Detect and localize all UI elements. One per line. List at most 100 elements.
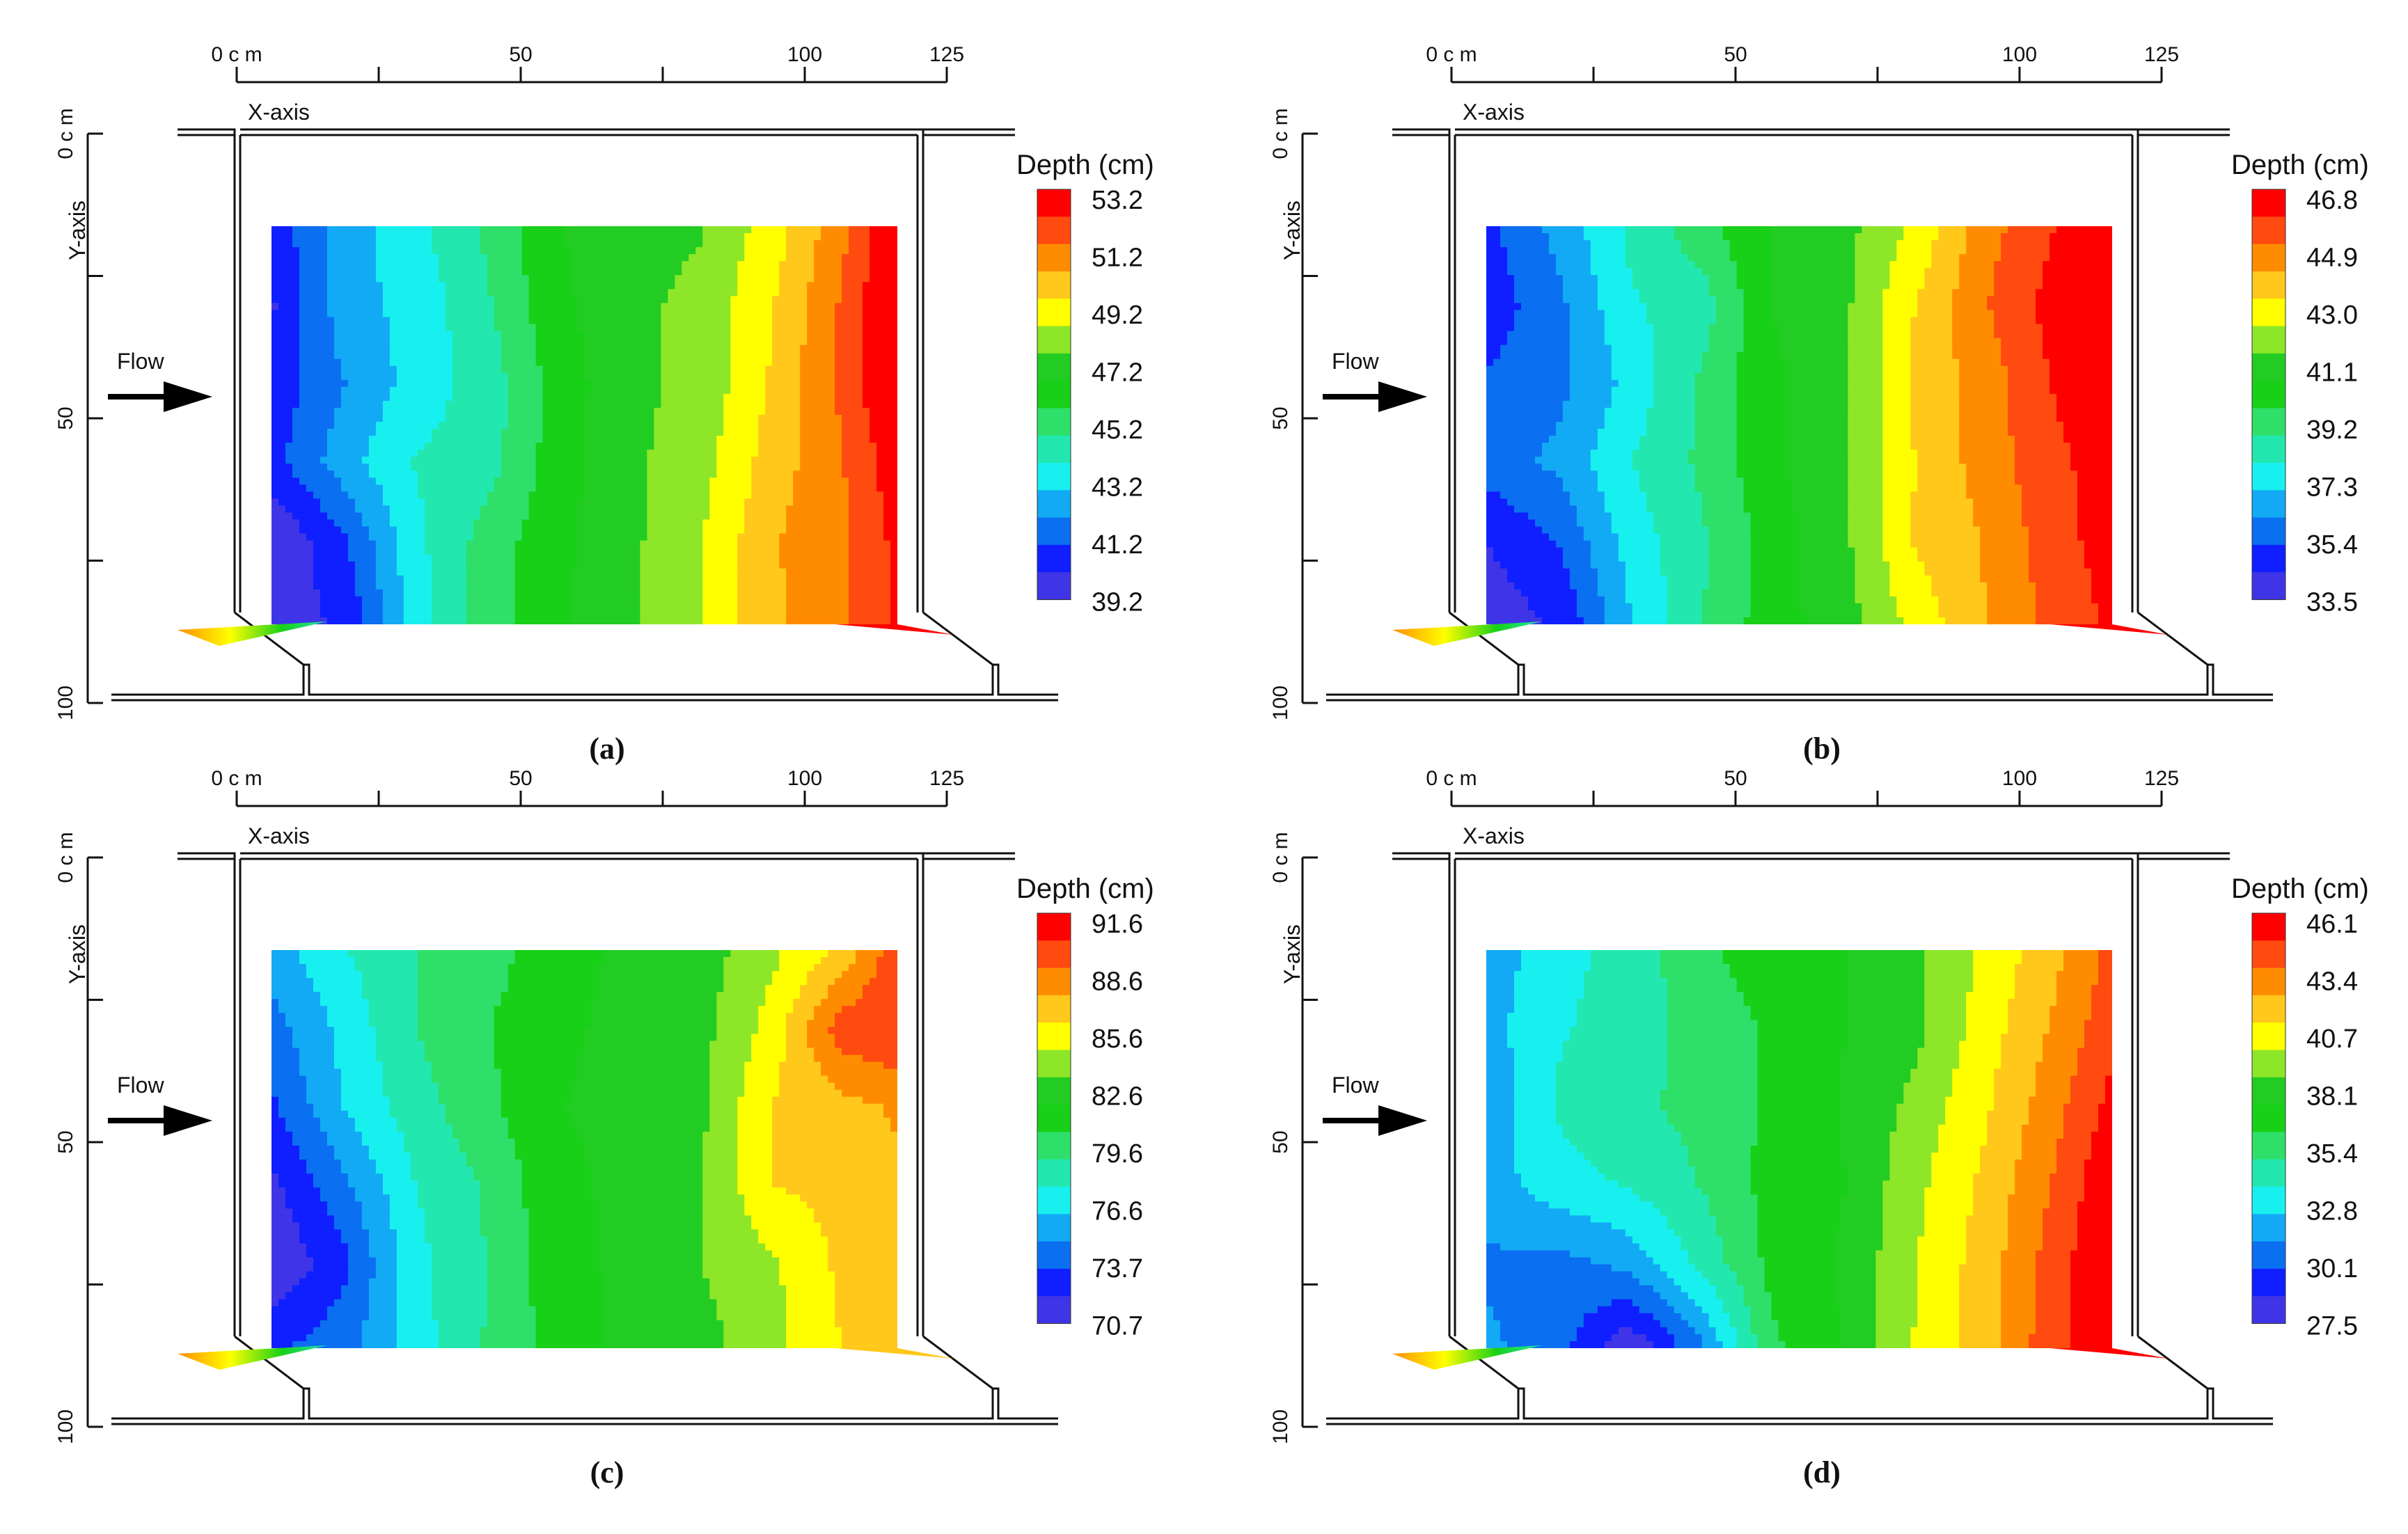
depth-cell [647,310,655,318]
depth-cell [368,372,377,381]
depth-cell [417,610,425,618]
depth-cell [514,477,523,485]
depth-cell [856,512,863,521]
depth-cell [723,324,731,332]
depth-cell [326,393,335,402]
depth-cell [278,289,286,297]
depth-cell [800,596,808,604]
depth-cell [501,324,509,332]
depth-cell [577,358,585,367]
depth-cell [570,450,579,457]
depth-cell [514,338,523,346]
depth-cell [507,477,516,485]
depth-cell [354,589,363,597]
depth-cell [688,540,697,548]
depth-cell [758,540,766,548]
depth-cell [814,303,821,311]
depth-cell [278,226,286,234]
depth-cell [326,450,335,457]
depth-cell [452,338,460,346]
depth-cell [654,540,662,548]
depth-cell [396,414,404,422]
depth-cell [542,240,551,248]
depth-cell [807,443,815,450]
depth-cell [480,400,488,409]
depth-cell [417,379,425,388]
depth-cell [333,400,342,409]
depth-cell [494,561,502,569]
depth-cell [647,324,655,332]
depth-cell [702,226,710,234]
depth-cell [487,275,495,283]
depth-cell [549,275,558,283]
depth-cell [800,414,808,422]
depth-cell [695,443,704,450]
depth-cell [487,471,495,478]
depth-cell [793,379,801,388]
depth-cell [779,414,787,422]
depth-cell [612,289,620,297]
depth-cell [821,365,828,374]
depth-cell [814,603,821,611]
depth-cell [431,317,439,325]
depth-cell [619,450,627,457]
depth-cell [431,310,439,318]
depth-cell [668,226,676,234]
depth-cell [306,254,314,262]
depth-cell [779,429,787,436]
depth-cell [598,289,606,297]
depth-cell [306,471,314,478]
depth-cell [647,345,655,353]
depth-cell [431,261,439,269]
depth-cell [702,365,710,374]
depth-cell [682,282,690,290]
depth-cell [626,589,634,597]
depth-cell [507,464,516,471]
depth-cell [313,519,321,528]
depth-cell [480,464,488,471]
depth-cell [876,505,884,514]
depth-cell [779,603,787,611]
depth-cell [521,471,530,478]
depth-cell [326,575,335,583]
depth-cell [835,365,842,374]
depth-cell [368,282,377,290]
depth-cell [751,365,759,374]
depth-cell [542,477,551,485]
depth-cell [883,358,891,367]
depth-cell [737,393,745,402]
depth-cell [869,491,877,500]
depth-cell [424,436,432,443]
depth-cell [549,554,558,562]
depth-cell [459,331,467,339]
depth-cell [375,226,384,234]
depth-cell [591,471,599,478]
depth-cell [584,365,592,374]
depth-cell [313,289,321,297]
depth-cell [417,519,425,528]
depth-cell [702,233,710,241]
depth-cell [702,296,710,304]
depth-cell [480,393,488,402]
depth-cell [417,464,425,471]
depth-cell [501,282,509,290]
depth-cell [876,310,884,318]
depth-cell [382,303,391,311]
depth-cell [849,400,856,409]
depth-cell [716,365,724,374]
depth-cell [682,240,690,248]
depth-cell [890,436,897,443]
depth-cell [737,429,745,436]
depth-cell [354,282,363,290]
depth-cell [863,365,870,374]
depth-cell [375,421,384,429]
depth-cell [361,358,370,367]
depth-cell [633,407,641,416]
depth-cell [682,484,690,493]
depth-cell [375,365,384,374]
depth-cell [278,603,286,611]
depth-cell [535,505,544,514]
depth-cell [737,345,745,353]
depth-cell [584,457,592,464]
depth-cell [619,443,627,450]
